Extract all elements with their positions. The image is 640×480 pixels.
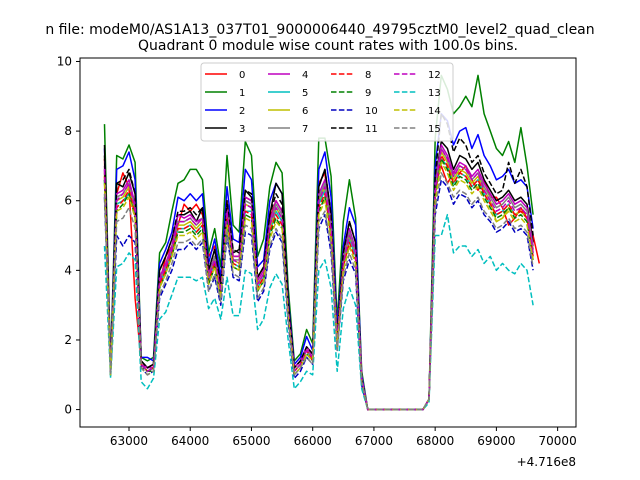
- legend-label: 0: [239, 70, 245, 81]
- x-tick-label: 67000: [355, 434, 393, 448]
- y-tick-label: 4: [64, 263, 72, 277]
- legend-label: 12: [428, 70, 441, 81]
- series-line-4: [103, 144, 534, 411]
- series-line-12: [103, 147, 534, 411]
- plot-frame: [79, 57, 577, 428]
- legend-label: 9: [365, 88, 371, 99]
- y-tick-label: 8: [64, 124, 72, 138]
- series-line-11: [103, 112, 534, 411]
- legend-label: 14: [428, 106, 441, 117]
- legend-label: 7: [302, 124, 308, 135]
- legend-label: 3: [239, 124, 245, 135]
- y-axis-ticks: 0 2 4 6 8 10: [57, 54, 80, 417]
- chart-title: Quadrant 0 module wise count rates with …: [138, 38, 518, 54]
- legend-label: 11: [365, 124, 378, 135]
- y-tick-label: 2: [64, 333, 72, 347]
- legend-label: 6: [302, 106, 308, 117]
- series-line-2: [103, 112, 534, 411]
- x-tick-label: 68000: [416, 434, 454, 448]
- y-tick-label: 10: [57, 54, 72, 68]
- legend-label: 10: [365, 106, 378, 117]
- legend-label: 15: [428, 124, 441, 135]
- legend-label: 2: [239, 106, 245, 117]
- suptitle: n file: modeM0/AS1A13_037T01_9000006440_…: [45, 22, 594, 38]
- plot-series: [103, 74, 541, 411]
- y-tick-label: 6: [64, 194, 72, 208]
- legend-label: 4: [302, 70, 308, 81]
- x-offset-label: +4.716e8: [517, 455, 576, 469]
- series-line-15: [103, 172, 534, 411]
- x-tick-label: 64000: [171, 434, 209, 448]
- legend-box: [200, 62, 454, 142]
- legend-label: 8: [365, 70, 371, 81]
- x-tick-label: 66000: [294, 434, 332, 448]
- series-line-13: [103, 213, 534, 411]
- legend-label: 5: [302, 88, 308, 99]
- x-tick-label: 69000: [477, 434, 515, 448]
- legend-label: 1: [239, 88, 245, 99]
- legend-label: 13: [428, 88, 441, 99]
- x-axis-ticks: 63000 64000 65000 66000 67000 68000 69000 70000: [110, 427, 577, 448]
- series-line-14: [103, 161, 534, 411]
- y-tick-label: 0: [64, 403, 72, 417]
- x-tick-label: 63000: [110, 434, 148, 448]
- x-tick-label: 65000: [232, 434, 270, 448]
- x-tick-label: 70000: [539, 434, 577, 448]
